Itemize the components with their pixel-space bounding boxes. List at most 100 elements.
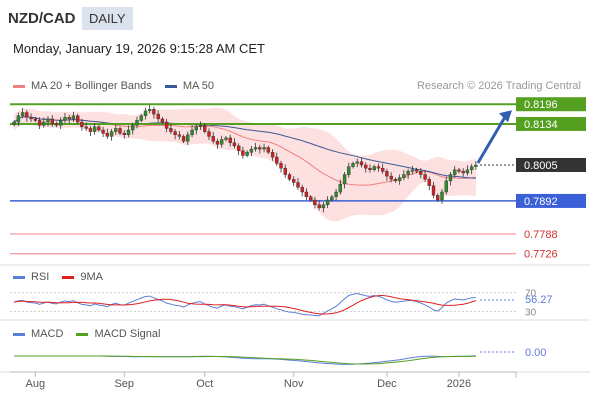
candle-body xyxy=(173,131,177,136)
candle-body xyxy=(186,134,190,142)
candle-body xyxy=(351,163,355,167)
candle-body xyxy=(440,191,444,201)
support-label: 0.7788 xyxy=(524,229,558,241)
candle-body xyxy=(419,171,423,175)
candle-body xyxy=(283,167,287,175)
period-badge[interactable]: DAILY xyxy=(82,7,133,30)
candle-body xyxy=(279,163,283,169)
candle-body xyxy=(364,164,368,169)
ma50-swatch xyxy=(164,84,177,88)
candle-body xyxy=(207,131,211,137)
candle-body xyxy=(461,171,465,174)
candle-body xyxy=(359,161,364,166)
candle-body xyxy=(410,169,415,172)
candle-body xyxy=(389,175,393,180)
ma50-line xyxy=(13,116,476,179)
x-tick-label: Sep xyxy=(114,378,134,390)
candle-body xyxy=(114,128,118,132)
candle-body xyxy=(457,169,461,172)
candle-body xyxy=(376,166,381,169)
candle-body xyxy=(275,156,279,164)
candle-body xyxy=(177,134,182,137)
candle-body xyxy=(219,139,224,145)
candle-body xyxy=(427,179,431,186)
candle-body xyxy=(241,150,245,156)
candle-body xyxy=(317,204,321,209)
macd-legend-label: MACD xyxy=(31,328,64,340)
candle-body xyxy=(309,196,313,201)
candle-body xyxy=(423,174,427,180)
candle-body xyxy=(135,120,139,126)
candle-body xyxy=(253,147,258,150)
x-tick-label: Nov xyxy=(284,378,304,390)
candle-body xyxy=(334,191,338,198)
candle-body xyxy=(258,147,262,150)
candle-body xyxy=(385,171,389,177)
rsi-guide-label: 70 xyxy=(525,289,537,300)
rsi-swatch xyxy=(13,275,25,279)
candle-body xyxy=(470,166,474,171)
candle-body xyxy=(88,128,93,132)
symbol-title: NZD/CAD xyxy=(8,10,76,27)
rsi-value-label: 56.27 xyxy=(525,294,553,306)
candle-body xyxy=(330,196,334,201)
candle-body xyxy=(215,140,220,145)
candle-body xyxy=(203,124,207,132)
candle-body xyxy=(126,129,131,136)
candle-body xyxy=(236,145,241,151)
candle-body xyxy=(381,167,385,172)
candle-body xyxy=(321,204,326,209)
candle-body xyxy=(118,128,122,134)
candle-body xyxy=(270,152,275,158)
ma20-swatch xyxy=(13,84,25,88)
candle-body xyxy=(160,118,165,123)
candle-body xyxy=(406,171,410,175)
candle-body xyxy=(139,115,143,121)
candle-body xyxy=(152,109,156,115)
candle-body xyxy=(54,123,59,126)
rsi-line xyxy=(13,292,476,317)
price-panel: 0.8196 0.8134 0.8005 0.7892 0.7788 0.7726 xyxy=(0,97,590,373)
candle-body xyxy=(300,186,304,193)
candle-body xyxy=(16,115,21,123)
x-tick-label: Oct xyxy=(196,378,213,390)
candle-body xyxy=(46,118,50,123)
candle-body xyxy=(296,182,300,188)
macd-signal-legend-label: MACD Signal xyxy=(94,328,161,340)
candle-body xyxy=(355,161,359,164)
candle-body xyxy=(12,121,16,125)
candle-body xyxy=(42,121,46,126)
candle-body xyxy=(453,169,457,175)
rsi9ma-legend-label: 9MA xyxy=(80,271,104,283)
pivot-label: 0.7892 xyxy=(524,196,558,208)
candle-body xyxy=(156,113,160,120)
candle-body xyxy=(67,117,71,120)
pivot-label-box xyxy=(516,193,586,208)
candle-body xyxy=(245,152,249,156)
candle-body xyxy=(325,199,330,206)
resistance-label: 0.8134 xyxy=(524,119,558,131)
ma20-legend-label: MA 20 + Bollinger Bands xyxy=(31,80,152,92)
candle-body xyxy=(190,129,194,136)
candle-body xyxy=(249,148,254,153)
macd-swatch xyxy=(13,332,25,336)
candle-body xyxy=(71,115,76,120)
candle-body xyxy=(262,147,266,150)
candle-body xyxy=(105,132,110,137)
candle-body xyxy=(228,137,232,143)
candle-body xyxy=(304,191,309,198)
candle-body xyxy=(92,126,97,132)
candle-body xyxy=(287,174,292,180)
candle-body xyxy=(431,185,436,196)
macd-signal-swatch xyxy=(76,332,89,336)
candle-body xyxy=(397,177,402,182)
candle-body xyxy=(313,199,317,206)
candle-body xyxy=(33,118,37,121)
candle-body xyxy=(342,174,347,185)
rsi9ma-swatch xyxy=(62,275,75,279)
macd-legend: MACD MACD Signal xyxy=(13,328,160,340)
attribution-label: Research © 2026 Trading Central xyxy=(416,80,581,92)
macd-value-label: 0.00 xyxy=(525,347,546,359)
candle-body xyxy=(194,126,199,131)
